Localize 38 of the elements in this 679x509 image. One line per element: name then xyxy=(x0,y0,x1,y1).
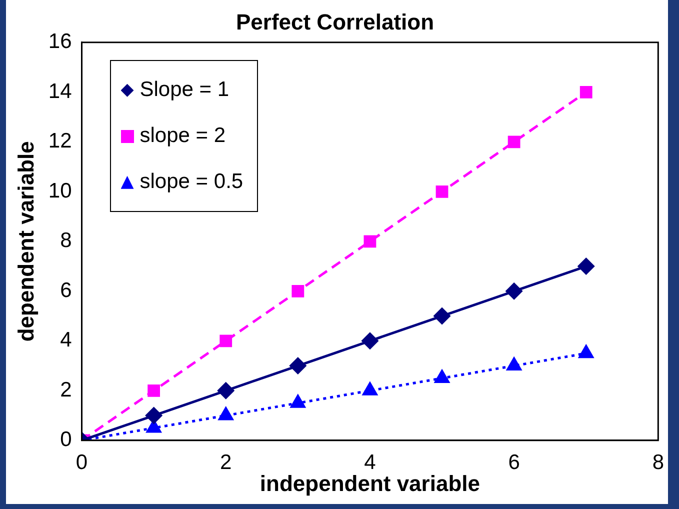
y-tick-label: 14 xyxy=(48,80,72,103)
legend-label: slope = 2 xyxy=(140,124,226,148)
y-tick-label: 0 xyxy=(60,428,72,452)
point xyxy=(578,258,594,275)
y-tick-label: 16 xyxy=(48,30,72,54)
point xyxy=(362,332,378,350)
point xyxy=(578,345,594,358)
legend-label: slope = 0.5 xyxy=(140,170,244,194)
point xyxy=(434,308,450,324)
y-tick-label: 10 xyxy=(48,179,72,202)
point xyxy=(364,235,376,248)
y-tick-label: 8 xyxy=(60,229,72,252)
point xyxy=(436,185,448,198)
point xyxy=(290,394,306,408)
point xyxy=(580,86,592,98)
y-tick-label: 2 xyxy=(60,378,72,402)
point xyxy=(508,136,520,148)
y-tick-label: 4 xyxy=(60,328,72,352)
point xyxy=(218,382,234,399)
point xyxy=(506,358,522,371)
point xyxy=(290,358,306,374)
x-tick-label: 2 xyxy=(220,450,232,474)
x-tick-label: 6 xyxy=(508,450,520,474)
y-tick-label: 6 xyxy=(60,278,72,302)
x-tick-label: 8 xyxy=(652,450,664,474)
legend-label: Slope = 1 xyxy=(140,78,230,102)
point xyxy=(362,382,378,396)
point xyxy=(148,384,160,397)
y-axis-title: dependent variable xyxy=(13,141,38,342)
point xyxy=(218,407,234,420)
point xyxy=(220,334,232,348)
y-tick-label: 12 xyxy=(48,130,72,153)
point xyxy=(506,282,522,300)
x-tick-label: 0 xyxy=(76,450,88,474)
point xyxy=(434,370,450,383)
point xyxy=(292,284,304,298)
point xyxy=(146,407,162,424)
chart-title: Perfect Correlation xyxy=(236,9,434,34)
